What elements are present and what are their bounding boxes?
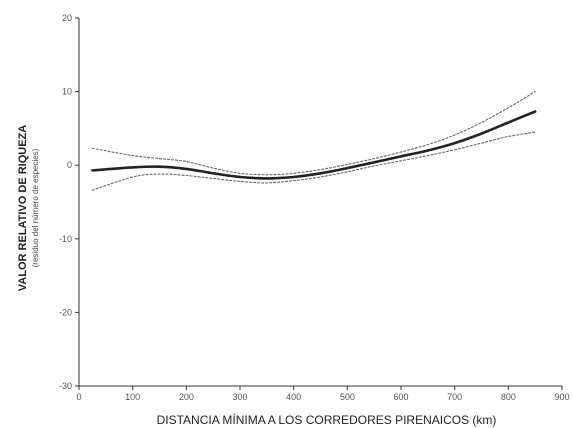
x-tick-label: 0 — [76, 392, 81, 402]
y-tick-label: 10 — [62, 87, 72, 97]
y-tick-label: 0 — [67, 160, 72, 170]
x-tick-label: 400 — [286, 392, 301, 402]
x-tick-label: 500 — [340, 392, 355, 402]
y-tick-label: 20 — [62, 13, 72, 23]
x-tick-label: 600 — [393, 392, 408, 402]
lower-confidence-line — [91, 131, 536, 191]
series — [91, 91, 537, 191]
fit-line — [91, 110, 537, 180]
y-tick-label: -20 — [59, 307, 72, 317]
y-axis-title: VALOR RELATIVO DE RIQUEZA — [17, 125, 29, 291]
upper-confidence-line — [91, 91, 536, 176]
x-tick-label: 900 — [554, 392, 569, 402]
x-tick-label: 300 — [232, 392, 247, 402]
x-tick-label: 800 — [501, 392, 516, 402]
x-tick-label: 100 — [125, 392, 140, 402]
axes — [78, 18, 562, 387]
y-tick-label: -30 — [59, 381, 72, 391]
ticks: 0 100 200 300 400 500 600 700 800 900 -30 -20 -10 0 10… — [59, 13, 570, 402]
x-tick-label: 700 — [447, 392, 462, 402]
x-tick-label: 200 — [179, 392, 194, 402]
x-axis-title: DISTANCIA MÍNIMA A LOS CORREDORES PIRENA… — [157, 412, 497, 427]
y-axis-subtitle: (residuo del número de especies) — [31, 148, 40, 267]
y-tick-label: -10 — [59, 234, 72, 244]
